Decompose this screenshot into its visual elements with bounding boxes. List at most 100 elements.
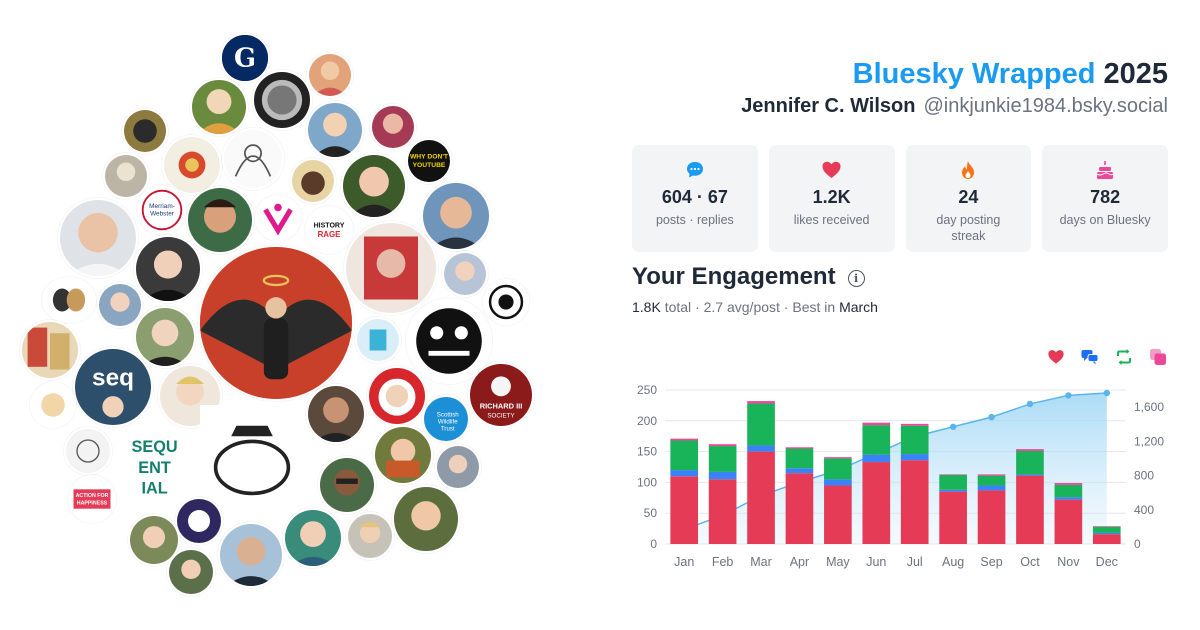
y-tick-label: 0 [650,537,657,551]
heart-icon[interactable] [1046,347,1066,367]
stamp-avatar[interactable] [344,221,438,315]
best-month: March [839,299,878,315]
user-avatar[interactable] [435,444,481,490]
user-avatar[interactable] [370,104,416,150]
scottish-wildlife-trust-avatar[interactable]: Scottish Wildlife Trust [422,395,470,443]
sketch-avatar[interactable] [222,128,284,190]
bar-segment [1092,526,1121,533]
illustration-avatar[interactable] [30,382,76,428]
stat-value: 604 · 67 [661,187,728,207]
book-award-avatar[interactable] [252,70,312,130]
user-avatar[interactable] [306,101,364,159]
bar-segment [1054,484,1083,498]
user-avatar[interactable] [283,508,343,568]
year-label: 2025 [1103,58,1168,90]
caricature-avatar[interactable] [367,366,427,426]
svg-text:RICHARD III: RICHARD III [480,402,523,411]
user-avatar[interactable] [373,425,433,485]
bar-segment [1092,532,1121,535]
user-avatar[interactable] [346,512,394,560]
history-rage-avatar[interactable]: HISTORY RAGE [305,206,353,254]
sequential-scotland-avatar[interactable]: SEQU ENT IAL [122,430,196,504]
engagement-summary: 1.8K total · 2.7 avg/post · Best in Marc… [632,299,878,315]
bar-segment [824,457,852,459]
x-tick-label: Aug [942,555,964,569]
bar-segment [824,479,852,486]
monster-avatar[interactable] [406,298,492,384]
user-avatar[interactable] [421,181,491,251]
richard-iii-society-avatar[interactable]: RICHARD III SOCIETY [468,362,534,428]
seq-comic-avatar[interactable]: seq [73,347,153,427]
merriam-webster-avatar[interactable]: Merriam- Webster [137,185,187,235]
bar-segment [1054,499,1083,544]
user-avatar[interactable] [58,198,138,278]
user-avatar[interactable] [442,251,488,297]
user-avatar[interactable] [190,78,248,136]
y2-tick-label: 400 [1134,503,1154,517]
theatre-masks-avatar[interactable] [42,277,96,323]
engagement-total-label: total [664,299,692,315]
x-tick-label: Jan [674,555,694,569]
x-tick-label: May [826,555,850,569]
user-handle[interactable]: @inkjunkie1984.bsky.social [923,95,1168,117]
user-avatar[interactable] [64,427,112,475]
stat-label: likes received [793,213,870,227]
user-avatar[interactable] [218,522,284,588]
user-avatar[interactable] [167,548,215,596]
user-avatar[interactable] [122,108,168,154]
cumulative-point [1026,400,1034,408]
repost-icon[interactable] [1114,347,1134,367]
user-line: Jennifer C. Wilson @inkjunkie1984.bsky.so… [741,95,1168,118]
user-avatar[interactable] [392,485,460,553]
cat-avatar[interactable] [290,158,336,204]
bar-segment [977,475,1006,486]
user-avatar[interactable] [186,186,254,254]
stat-value: 24 [958,187,979,207]
action-for-happiness-avatar[interactable]: ACTION FOR HAPPINESS [68,475,116,523]
featured-avatar[interactable] [198,245,354,401]
why-dont-you-tube-avatar[interactable]: WHY DON'T YOUTUBE [406,138,452,184]
svg-text:ENT: ENT [138,459,171,477]
stat-label: days on Bluesky [1059,213,1151,227]
svg-text:HAPPINESS: HAPPINESS [77,500,108,506]
brand-logo-avatar[interactable] [255,195,301,241]
svg-text:SEQU: SEQU [132,438,178,456]
bar-segment [747,403,775,446]
guardian-g-logo: G [222,35,268,81]
bar-segment [670,470,699,477]
bar-segment [900,460,929,544]
user-avatar[interactable] [103,153,149,199]
book-character-avatar[interactable] [355,317,401,363]
user-avatar[interactable] [128,514,180,566]
reply-icon[interactable] [1080,347,1100,367]
bar-segment [900,423,929,426]
user-avatar[interactable] [134,306,196,368]
x-tick-label: Feb [712,555,734,569]
guardian-logo-avatar[interactable]: G [220,33,270,83]
quote-icon[interactable] [1148,347,1168,367]
photo-placeholder [200,247,352,399]
bar-segment [785,447,814,449]
library-logo-avatar[interactable] [483,279,529,325]
botanical-art-avatar[interactable] [162,135,222,195]
bar-segment [939,475,967,490]
svg-text:seq: seq [92,364,134,391]
user-avatar[interactable] [134,235,202,303]
bar-segment [708,446,737,472]
bar-segment [862,462,891,544]
info-icon[interactable]: i [847,269,865,287]
user-avatar[interactable] [175,497,223,545]
user-avatar[interactable] [341,153,407,219]
user-avatar[interactable] [306,384,366,444]
bar-segment [670,440,699,471]
user-avatar[interactable] [318,456,376,514]
bar-segment [1092,534,1121,544]
user-avatar[interactable] [97,282,143,328]
bar-segment [862,425,891,455]
user-avatar[interactable] [307,52,353,98]
bar-segment [670,438,699,441]
book-covers-avatar[interactable] [20,320,80,380]
x-tick-label: Mar [750,555,772,569]
best-month-prefix: Best in [792,299,836,315]
bar-segment [939,489,967,492]
